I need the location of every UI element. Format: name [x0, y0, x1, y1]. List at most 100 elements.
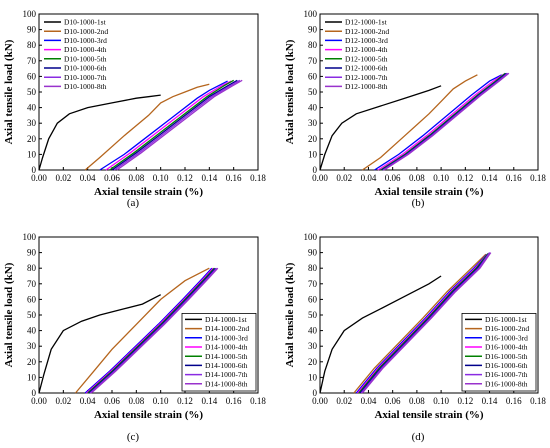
legend-label: D16-1000-8th: [485, 379, 528, 388]
y-tick-label: 50: [308, 310, 318, 320]
x-tick-label: 0.16: [226, 173, 242, 183]
y-tick-label: 70: [27, 56, 37, 66]
x-tick-label: 0.12: [177, 396, 193, 406]
y-tick-label: 20: [27, 357, 37, 367]
legend-label: D10-1000-1st: [64, 18, 107, 27]
x-tick-label: 0.18: [530, 173, 546, 183]
chart-panel-2: 0.00 0.02 0.04 0.06 0.08 0.10 0.12 0.14 0.16 0.18…: [284, 9, 546, 209]
legend: D16-1000-1stD16-1000-2ndD16-1000-3rdD16-…: [461, 312, 537, 392]
chart-panel-1: 0.00 0.02 0.04 0.06 0.08 0.10 0.12 0.14 0.16 0.18…: [3, 9, 266, 209]
x-axis-label: Axial tensile strain (%): [374, 186, 483, 198]
x-tick-label: 0.06: [385, 173, 401, 183]
x-tick-label: 0.04: [80, 173, 96, 183]
legend-label: D14-1000-1st: [205, 315, 248, 324]
x-tick-label: 0.02: [55, 173, 71, 183]
y-axis-label: Axial tensile load (kN): [284, 262, 296, 367]
y-tick-label: 10: [27, 372, 37, 382]
y-tick-label: 10: [27, 149, 37, 159]
y-tick-label: 40: [308, 103, 318, 113]
legend-label: D12-1000-2nd: [345, 27, 389, 36]
legend-label: D14-1000-7th: [205, 370, 248, 379]
y-tick-label: 20: [308, 134, 318, 144]
x-tick-label: 0.04: [80, 396, 96, 406]
x-tick-label: 0.18: [250, 396, 266, 406]
series-line-3: [374, 74, 503, 171]
x-tick-label: 0.18: [250, 173, 266, 183]
y-tick-label: 30: [27, 118, 37, 128]
legend-label: D16-1000-6th: [485, 361, 528, 370]
legend-label: D14-1000-6th: [205, 361, 248, 370]
x-tick-label: 0.14: [482, 173, 498, 183]
series-line-2: [353, 253, 487, 394]
legend-label: D10-1000-8th: [64, 82, 107, 91]
legend-label: D10-1000-4th: [64, 45, 107, 54]
y-tick-label: 80: [308, 40, 318, 50]
y-axis-label: Axial tensile load (kN): [3, 39, 15, 144]
y-tick-label: 0: [32, 388, 37, 398]
y-tick-label: 90: [27, 25, 37, 35]
x-axis-label: Axial tensile strain (%): [94, 186, 203, 198]
x-axis-label: Axial tensile strain (%): [94, 409, 203, 421]
y-tick-label: 90: [308, 248, 318, 258]
x-axis-label: Axial tensile strain (%): [374, 409, 483, 421]
x-tick-label: 0.06: [104, 173, 120, 183]
x-tick-label: 0.14: [482, 396, 498, 406]
y-tick-label: 80: [308, 263, 318, 273]
series-line-5: [358, 252, 489, 394]
legend-label: D10-1000-3rd: [64, 36, 107, 45]
legend-label: D14-1000-2nd: [205, 324, 249, 333]
series-line-6: [111, 79, 238, 171]
legend-label: D10-1000-6th: [64, 64, 107, 73]
y-tick-label: 100: [23, 232, 37, 242]
legend-label: D14-1000-8th: [205, 379, 248, 388]
legend-label: D12-1000-4th: [345, 45, 388, 54]
panel-caption: (b): [412, 197, 425, 209]
legend-label: D12-1000-7th: [345, 73, 388, 82]
legend-label: D16-1000-7th: [485, 370, 528, 379]
x-tick-label: 0.12: [457, 173, 473, 183]
x-tick-label: 0.00: [31, 396, 47, 406]
x-tick-label: 0.12: [457, 396, 473, 406]
legend-box: [461, 312, 537, 392]
y-tick-label: 60: [27, 71, 37, 81]
legend-label: D16-1000-3rd: [485, 333, 528, 342]
legend-label: D10-1000-2nd: [64, 27, 108, 36]
series-line-8: [383, 72, 510, 171]
series-line-5: [87, 267, 215, 394]
series-line-2: [362, 74, 478, 171]
series-line-5: [109, 79, 235, 171]
x-tick-label: 0.12: [177, 173, 193, 183]
x-tick-label: 0.08: [409, 396, 425, 406]
y-tick-label: 70: [27, 279, 37, 289]
y-tick-label: 50: [27, 87, 37, 97]
panel-caption: (c): [127, 431, 140, 443]
legend: D10-1000-1stD10-1000-2ndD10-1000-3rdD10-…: [44, 18, 108, 91]
y-tick-label: 80: [27, 263, 37, 273]
y-tick-label: 30: [27, 341, 37, 351]
series-line-2: [84, 83, 210, 171]
x-tick-label: 0.00: [312, 173, 328, 183]
x-tick-label: 0.16: [226, 396, 242, 406]
x-tick-label: 0.16: [506, 396, 522, 406]
y-tick-label: 70: [308, 279, 318, 289]
series-line-8: [90, 267, 219, 394]
x-tick-label: 0.02: [336, 396, 352, 406]
legend-label: D12-1000-6th: [345, 64, 388, 73]
x-tick-label: 0.06: [104, 396, 120, 406]
y-tick-label: 30: [308, 341, 318, 351]
legend: D12-1000-1stD12-1000-2ndD12-1000-3rdD12-…: [325, 18, 389, 91]
y-tick-label: 0: [313, 388, 318, 398]
y-tick-label: 40: [27, 326, 37, 336]
x-tick-label: 0.08: [128, 396, 144, 406]
chart-panel-4: 0.00 0.02 0.04 0.06 0.08 0.10 0.12 0.14 0.16 0.18…: [284, 232, 546, 443]
series-line-4: [356, 252, 489, 394]
y-tick-label: 10: [308, 149, 318, 159]
series-line-1: [319, 275, 442, 394]
legend-label: D16-1000-5th: [485, 352, 528, 361]
x-tick-label: 0.04: [361, 173, 377, 183]
y-tick-label: 0: [313, 165, 318, 175]
y-tick-label: 90: [27, 248, 37, 258]
y-axis-label: Axial tensile load (kN): [3, 262, 15, 367]
y-tick-label: 10: [308, 372, 318, 382]
